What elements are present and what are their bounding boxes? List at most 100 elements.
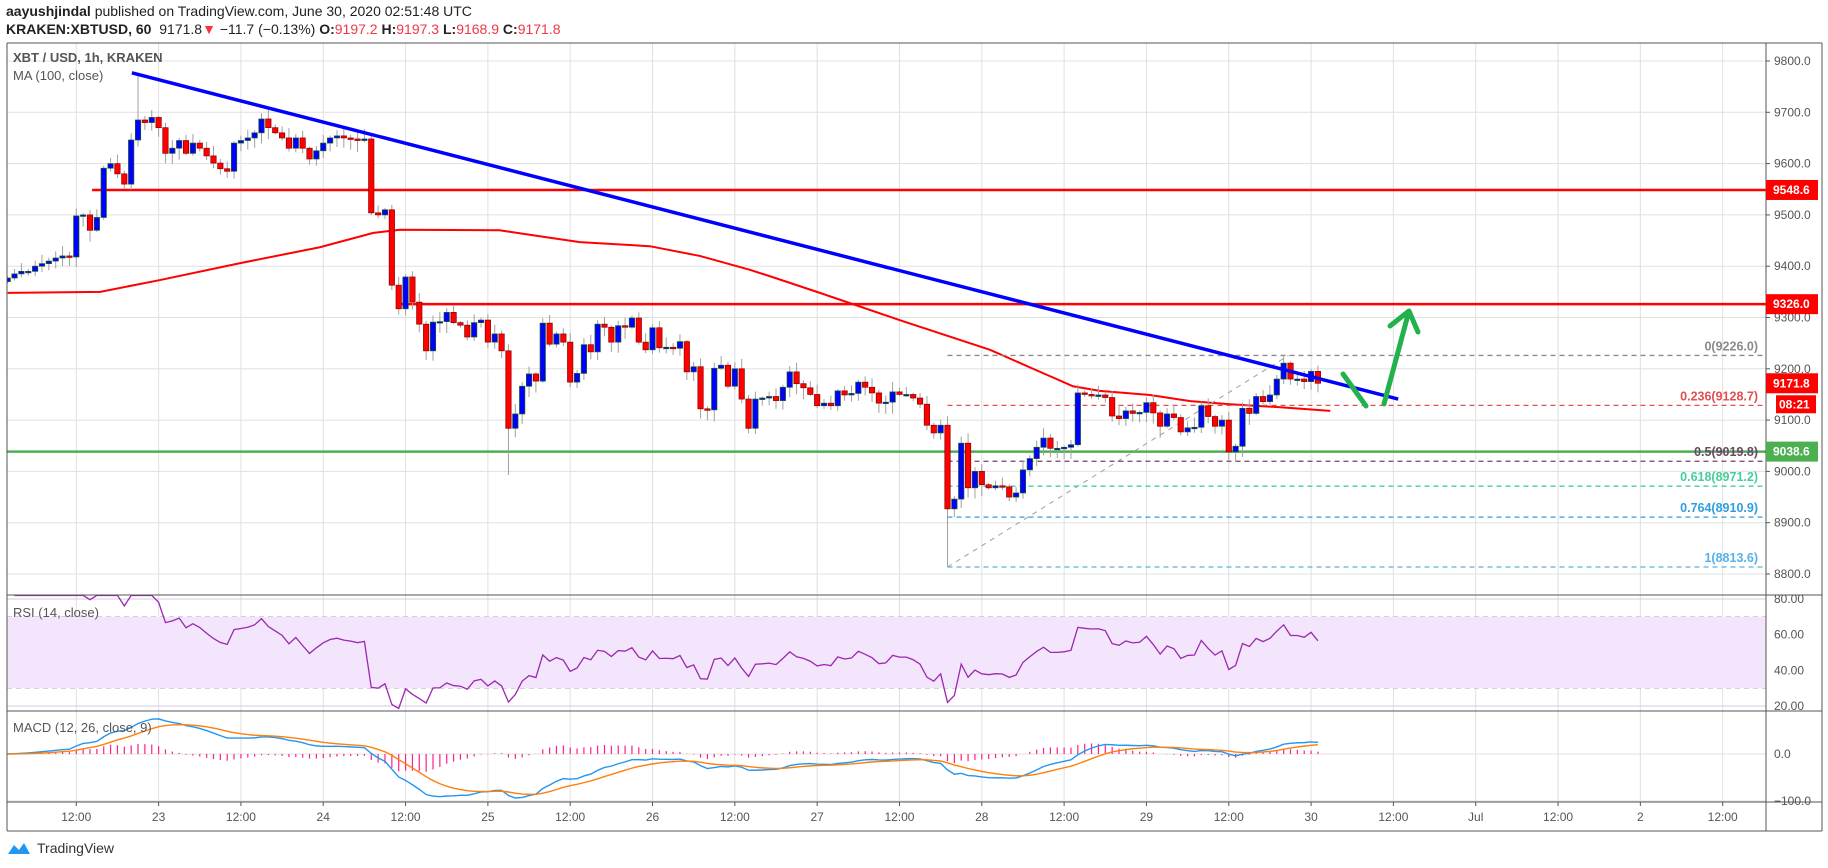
low-value: 9168.9 [456,21,500,37]
time-tick-label: 26 [646,810,660,824]
candle [1253,393,1260,416]
candle-body-up [333,135,341,139]
time-tick-label: 12:00 [555,810,585,824]
candle [1308,368,1315,390]
candle-body-up [759,397,766,400]
candle [663,337,670,354]
candle-body-up [32,265,39,272]
price-tick-label: 9100.0 [1774,413,1811,427]
candle [1054,440,1061,459]
candle [155,115,162,137]
candle [683,339,690,381]
candle-body-down [532,373,539,382]
candle-body-up [1198,405,1205,428]
candle-body-up [615,325,622,343]
candle [807,381,814,397]
candle [800,380,807,400]
candle-body-down [272,127,279,134]
candle [1122,406,1129,426]
candle-body-down [944,424,951,510]
candle-body-up [971,471,978,489]
tradingview-logo[interactable]: TradingView [6,840,114,856]
candle [258,113,265,144]
candle [711,362,718,422]
candle [875,389,882,414]
time-tick-label: 12:00 [1214,810,1244,824]
plot-area [7,71,1766,799]
support-9038-price-tag-bg [1766,441,1818,462]
candle-body-up [539,322,546,382]
candle [553,331,560,348]
rsi-tick-label: 60.00 [1774,628,1804,642]
candle-body-down [601,323,608,328]
candle [992,480,999,491]
candle [73,208,80,267]
candle-body-up [1273,378,1280,396]
candle [251,130,258,148]
candle [1163,408,1171,428]
candle-body-up [752,398,759,429]
candle-body-up [834,390,841,407]
candle-body-up [7,277,11,282]
candle [244,129,251,150]
candle [766,391,773,406]
candle-body-down [697,366,704,410]
candle-body-up [1163,413,1171,427]
price-tick-label: 9600.0 [1774,157,1811,171]
candle-body-up [820,402,828,407]
price-tick-label: 9800.0 [1774,54,1811,68]
candle-body-down [121,173,128,185]
fib-level-label: 0.618(8971.2) [1680,470,1758,484]
candle-body-down [724,364,732,387]
candle-body-down [306,147,313,160]
candle [1026,455,1033,477]
candle-body-down [505,350,512,429]
price-change: −11.7 (−0.13%) [219,21,316,37]
candle-body-down [656,327,663,349]
candle-body-down [985,484,992,489]
last-price-tag-bg [1766,373,1818,394]
candle [375,205,382,219]
candle-body-up [525,373,533,387]
candle-body-up [1040,437,1047,448]
candle-body-down [608,326,615,343]
candle [148,110,155,131]
candle [1294,374,1301,386]
candle-body-up [1013,492,1020,498]
close-label: C: [502,21,518,37]
candle [11,268,18,281]
time-tick-label: 29 [1140,810,1154,824]
candle [1019,460,1027,499]
symbol: KRAKEN:XBTUSD, 60 [6,21,152,37]
candle-body-down [567,341,574,383]
candle-body-down [1170,413,1177,418]
candle-body-down [498,333,505,352]
candle-body-down [182,140,190,154]
candle-body-down [670,346,677,350]
candle [1232,443,1239,462]
candle-body-down [1047,437,1054,449]
time-tick-label: Jul [1468,810,1483,824]
candle [937,419,944,440]
candle [491,324,498,349]
candle [59,246,66,267]
candle [1061,445,1068,459]
candle-body-down [1129,410,1136,414]
candle [224,161,231,178]
candle-body-up [1061,446,1068,450]
rsi-legend: RSI (14, close) [13,605,99,620]
candle-body-down [395,284,402,310]
candle [1095,385,1102,400]
candle [1074,384,1081,447]
candle-body-down [347,137,354,140]
candle-body-down [738,368,745,400]
author-name[interactable]: aayushjindal [6,3,91,19]
countdown-timer: 08:21 [1779,397,1810,411]
support-9038-price-tag: 9038.6 [1773,445,1810,459]
last-price: 9171.8 [159,21,203,37]
candle [855,379,862,401]
time-tick-label: 23 [152,810,166,824]
ma100-line [7,228,1331,412]
candle [971,467,978,499]
